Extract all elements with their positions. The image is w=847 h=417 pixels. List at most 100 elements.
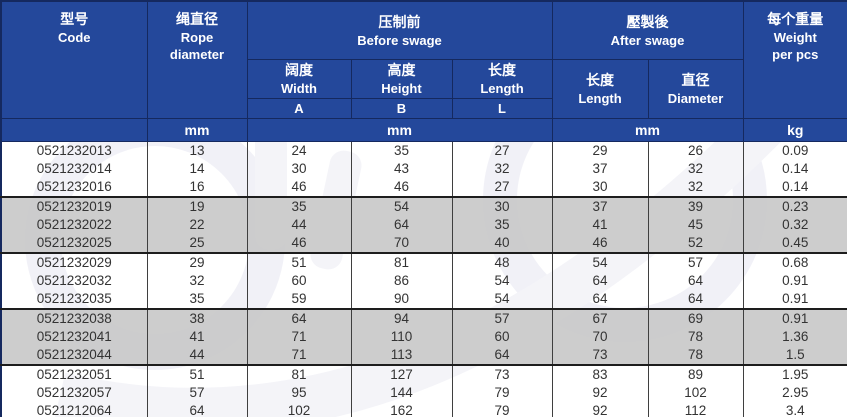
- table-header: 型号 Code 绳直径 Rope diameter 压制前 Before swa…: [0, 0, 847, 142]
- code-cell: 0521232013: [0, 140, 148, 160]
- units-after-mm: mm: [551, 117, 744, 142]
- value-cell: 32: [146, 271, 248, 290]
- value-cell: 48: [451, 251, 553, 272]
- header-after-swage-zh: 壓製後: [626, 13, 669, 30]
- header-letter-b: B: [350, 97, 453, 119]
- value-cell: 37: [551, 159, 649, 178]
- value-cell: 64: [146, 401, 248, 417]
- value-cell: 144: [350, 383, 453, 402]
- value-cell: 43: [350, 159, 453, 178]
- value-cell: 0.68: [742, 251, 847, 272]
- table-row: 0521232044 44 71 113 64 73 78 1.5: [0, 345, 847, 365]
- header-rope-diameter-en: Rope diameter: [169, 30, 225, 63]
- value-cell: 44: [246, 215, 352, 234]
- value-cell: 37: [551, 195, 649, 216]
- value-cell: 64: [350, 215, 453, 234]
- value-cell: 32: [647, 177, 744, 197]
- value-cell: 64: [647, 289, 744, 309]
- value-cell: 46: [551, 233, 649, 253]
- header-weight-zh: 每个重量: [767, 11, 824, 27]
- value-cell: 113: [350, 345, 453, 365]
- value-cell: 64: [647, 271, 744, 290]
- header-after-length-en: Length: [578, 91, 622, 107]
- table-row: 0521232029 29 51 81 48 54 57 0.68: [0, 251, 847, 272]
- code-cell: 0521232038: [0, 307, 148, 328]
- value-cell: 64: [246, 307, 352, 328]
- value-cell: 71: [246, 345, 352, 365]
- value-cell: 13: [146, 140, 248, 160]
- header-weight-en: Weight per pcs: [772, 30, 819, 63]
- value-cell: 27: [451, 177, 553, 197]
- value-cell: 70: [551, 327, 649, 346]
- header-before-swage: 压制前 Before swage: [246, 0, 553, 60]
- header-before-swage-zh: 压制前: [378, 13, 421, 30]
- table-row: 0521212064 64 102 162 79 92 112 3.4: [0, 401, 847, 417]
- code-cell: 0521232022: [0, 215, 148, 234]
- value-cell: 39: [647, 195, 744, 216]
- header-after-length-zh: 长度: [586, 71, 614, 88]
- header-before-height-en: Height: [381, 81, 422, 97]
- code-cell: 0521232032: [0, 271, 148, 290]
- value-cell: 54: [551, 251, 649, 272]
- header-after-diameter: 直径 Diameter: [647, 58, 744, 119]
- table-body: 0521232013 13 24 35 27 29 26 0.09 0521232014 14 30…: [0, 140, 847, 417]
- value-cell: 162: [350, 401, 453, 417]
- table-row: 0521232016 16 46 46 27 30 32 0.14: [0, 177, 847, 197]
- value-cell: 64: [551, 289, 649, 309]
- units-before-mm: mm: [246, 117, 553, 142]
- value-cell: 67: [551, 307, 649, 328]
- value-cell: 60: [246, 271, 352, 290]
- header-after-length: 长度 Length: [551, 58, 649, 119]
- value-cell: 35: [146, 289, 248, 309]
- value-cell: 92: [551, 401, 649, 417]
- code-cell: 0521212064: [0, 401, 148, 417]
- header-before-length: 长度 Length: [451, 58, 553, 99]
- value-cell: 35: [451, 215, 553, 234]
- value-cell: 35: [350, 140, 453, 160]
- table-row: 0521232032 32 60 86 54 64 64 0.91: [0, 271, 847, 290]
- code-cell: 0521232014: [0, 159, 148, 178]
- value-cell: 29: [551, 140, 649, 160]
- value-cell: 1.36: [742, 327, 847, 346]
- header-after-swage-en: After swage: [610, 32, 685, 48]
- table-row: 0521232019 19 35 54 30 37 39 0.23: [0, 195, 847, 216]
- value-cell: 0.23: [742, 195, 847, 216]
- header-before-height: 高度 Height: [350, 58, 453, 99]
- value-cell: 2.95: [742, 383, 847, 402]
- value-cell: 60: [451, 327, 553, 346]
- value-cell: 32: [647, 159, 744, 178]
- value-cell: 95: [246, 383, 352, 402]
- value-cell: 0.14: [742, 177, 847, 197]
- value-cell: 27: [451, 140, 553, 160]
- header-before-length-zh: 长度: [488, 61, 516, 78]
- value-cell: 90: [350, 289, 453, 309]
- header-before-width: 阔度 Width: [246, 58, 352, 99]
- code-cell: 0521232019: [0, 195, 148, 216]
- value-cell: 0.91: [742, 271, 847, 290]
- value-cell: 86: [350, 271, 453, 290]
- value-cell: 78: [647, 345, 744, 365]
- code-cell: 0521232016: [0, 177, 148, 197]
- value-cell: 79: [451, 383, 553, 402]
- value-cell: 78: [647, 327, 744, 346]
- value-cell: 94: [350, 307, 453, 328]
- value-cell: 45: [647, 215, 744, 234]
- table-row: 0521232035 35 59 90 54 64 64 0.91: [0, 289, 847, 309]
- value-cell: 41: [551, 215, 649, 234]
- value-cell: 0.91: [742, 307, 847, 328]
- value-cell: 16: [146, 177, 248, 197]
- code-cell: 0521232057: [0, 383, 148, 402]
- code-cell: 0521232029: [0, 251, 148, 272]
- value-cell: 0.91: [742, 289, 847, 309]
- table-row: 0521232051 51 81 127 73 83 89 1.95: [0, 363, 847, 384]
- value-cell: 26: [647, 140, 744, 160]
- code-cell: 0521232025: [0, 233, 148, 253]
- value-cell: 57: [146, 383, 248, 402]
- header-after-swage: 壓製後 After swage: [551, 0, 744, 60]
- value-cell: 59: [246, 289, 352, 309]
- header-letter-a: A: [246, 97, 352, 119]
- value-cell: 64: [551, 271, 649, 290]
- header-rope-diameter-zh: 绳直径: [176, 11, 218, 27]
- header-before-height-zh: 高度: [387, 61, 416, 78]
- value-cell: 40: [451, 233, 553, 253]
